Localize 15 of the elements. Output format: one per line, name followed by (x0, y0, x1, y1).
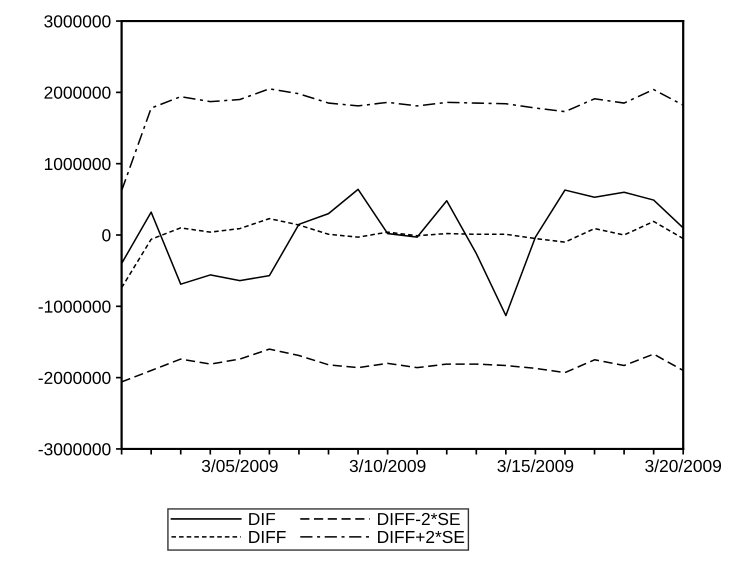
legend-label: DIFF (249, 531, 286, 543)
y-tick-label: -1000000 (38, 300, 111, 313)
y-tick-label: 0 (102, 229, 111, 242)
legend-label: DIF (249, 513, 276, 526)
x-tick-label: 3/20/2009 (645, 459, 721, 472)
y-tick-label: 1000000 (44, 158, 111, 170)
x-tick-label: 3/05/2009 (202, 459, 278, 472)
x-tick-label: 3/10/2009 (350, 459, 426, 472)
legend-label: DIFF-2*SE (378, 512, 460, 526)
y-tick-label: 3000000 (44, 15, 111, 28)
y-tick-label: 2000000 (44, 86, 111, 99)
x-tick-label: 3/15/2009 (497, 459, 574, 472)
y-tick-label: -2000000 (38, 372, 111, 384)
legend-label: DIFF+2*SE (378, 530, 464, 544)
y-tick-label: -3000000 (38, 443, 111, 456)
